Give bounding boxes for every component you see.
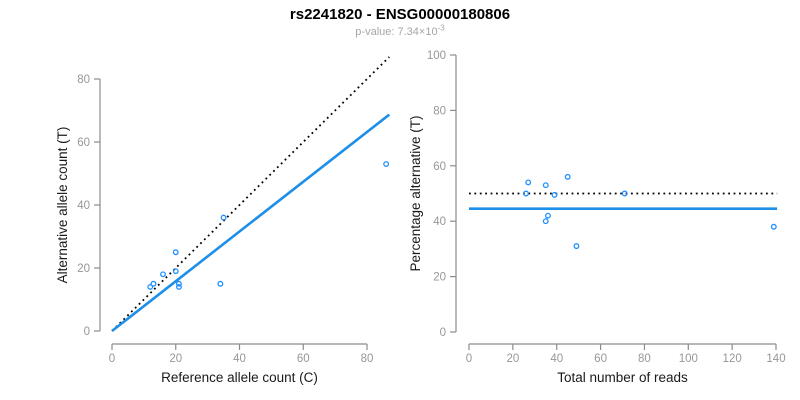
data-point xyxy=(160,271,166,278)
data-point xyxy=(217,280,224,287)
data-point xyxy=(220,214,227,221)
data-point xyxy=(621,190,628,197)
x-axis-tick-label: 80 xyxy=(638,353,651,365)
x-axis-tick-label: 0 xyxy=(466,353,472,365)
y-axis-tick-label: 40 xyxy=(77,200,90,212)
pvalue-text: p-value: 7.34×10 xyxy=(355,26,438,38)
y-axis-tick-label: 80 xyxy=(433,105,446,117)
data-point xyxy=(544,212,551,219)
y-axis-tick-label: 20 xyxy=(433,272,446,284)
x-axis-tick-label: 60 xyxy=(594,353,607,365)
y-axis-tick-label: 0 xyxy=(440,327,446,339)
y-axis-title: Alternative allele count (T) xyxy=(55,127,70,284)
data-point xyxy=(542,218,549,225)
data-point xyxy=(525,179,532,186)
y-axis-tick-label: 0 xyxy=(84,326,90,338)
data-point xyxy=(147,283,154,290)
data-point xyxy=(523,190,529,197)
data-point xyxy=(172,268,179,275)
x-axis-tick-label: 40 xyxy=(550,353,563,365)
data-point xyxy=(383,161,390,167)
data-point xyxy=(564,173,571,180)
x-axis-title: Total number of reads xyxy=(557,370,688,385)
data-point xyxy=(175,283,182,290)
data-point xyxy=(175,280,182,287)
x-axis-tick-label: 120 xyxy=(723,353,742,365)
data-point xyxy=(551,191,558,198)
fitted-ratio-line xyxy=(111,113,391,333)
x-axis-tick-label: 100 xyxy=(679,353,698,365)
figure-subtitle: p-value: 7.34×10-3 xyxy=(0,23,800,38)
expected-1to1-line xyxy=(111,56,390,332)
data-point xyxy=(172,249,179,256)
data-point xyxy=(573,243,580,250)
y-axis-tick-label: 20 xyxy=(77,263,90,275)
x-axis-tick-label: 20 xyxy=(169,353,182,365)
x-axis-tick-label: 0 xyxy=(109,353,115,365)
y-axis-tick-label: 40 xyxy=(433,216,446,228)
x-axis-title: Reference allele count (C) xyxy=(161,370,318,385)
data-point xyxy=(150,280,157,287)
x-axis-tick-label: 140 xyxy=(766,353,785,365)
percentage-vs-coverage-scatter: 0 20 40 60 80 100 120 140 0 20 40 60 80 100 Total numb… xyxy=(408,50,786,385)
y-axis-tick-label: 100 xyxy=(427,50,446,62)
x-axis-tick-label: 20 xyxy=(506,353,519,365)
figure-title: rs2241820 - ENSG00000180806 xyxy=(289,6,511,23)
x-axis-tick-label: 80 xyxy=(361,353,374,365)
y-axis-tick-label: 80 xyxy=(77,74,90,86)
x-axis-tick-label: 40 xyxy=(233,353,246,365)
pvalue-exponent: -3 xyxy=(437,23,445,33)
data-point xyxy=(770,223,777,230)
data-point xyxy=(542,182,549,189)
y-axis-tick-label: 60 xyxy=(77,137,90,149)
y-axis-title: Percentage alternative (T) xyxy=(408,115,423,271)
x-axis-tick-label: 60 xyxy=(297,353,310,365)
y-axis-tick-label: 60 xyxy=(433,161,446,173)
allele-counts-scatter: 0 20 40 60 80 0 20 40 60 80 Reference allele count… xyxy=(55,56,391,385)
